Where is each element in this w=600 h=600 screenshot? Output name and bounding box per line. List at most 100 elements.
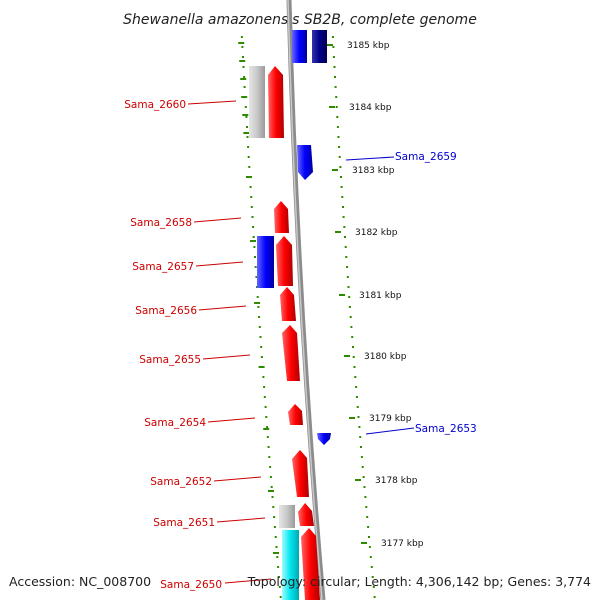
gene-label-sama-2654[interactable]: Sama_2654 <box>144 417 206 429</box>
kbp-tick-label: 3181 kbp <box>359 291 402 301</box>
tick-dot <box>368 536 370 538</box>
tick-dot <box>332 56 335 58</box>
gene-label-sama-2657[interactable]: Sama_2657 <box>132 261 194 273</box>
tick-dot <box>263 396 266 398</box>
tick-dot <box>334 86 337 88</box>
tick-dot <box>246 126 248 128</box>
gene-feature[interactable] <box>297 145 313 180</box>
inner-major-tick <box>254 302 261 304</box>
tick-dot <box>336 116 339 118</box>
kbp-major-tick <box>332 169 338 171</box>
tick-dot <box>362 476 365 478</box>
tick-dot <box>373 596 376 598</box>
tick-dot <box>342 206 344 208</box>
tick-dot <box>334 76 336 78</box>
kbp-tick-label: 3184 kbp <box>349 103 392 113</box>
gene-label-sama-2650[interactable]: Sama_2650 <box>160 579 222 591</box>
gene-feature[interactable] <box>274 201 289 233</box>
tick-dot <box>343 226 346 228</box>
tick-dot <box>355 396 358 398</box>
tick-dot <box>247 156 250 158</box>
tick-dot <box>244 106 247 108</box>
tick-dot <box>279 596 282 598</box>
inner-major-tick <box>263 428 270 430</box>
tick-dot <box>370 566 373 568</box>
tick-dot <box>364 496 367 498</box>
tick-dot <box>257 306 260 308</box>
kbp-tick-label: 3178 kbp <box>375 476 418 486</box>
tick-dot <box>242 66 245 68</box>
kbp-major-tick <box>327 44 333 46</box>
tick-dot <box>243 86 246 88</box>
tick-dot <box>246 136 249 138</box>
gene-feature[interactable] <box>288 404 303 425</box>
tick-dot <box>345 256 348 258</box>
tick-dot <box>251 216 254 218</box>
gene-feature[interactable] <box>312 30 327 63</box>
kbp-major-tick <box>349 417 355 419</box>
kbp-major-tick <box>355 479 361 481</box>
tick-dot <box>240 36 243 38</box>
gene-label-sama-2659[interactable]: Sama_2659 <box>395 151 457 163</box>
gene-label-sama-2655[interactable]: Sama_2655 <box>139 354 201 366</box>
tick-dot <box>247 146 250 148</box>
gene-feature[interactable] <box>298 503 314 526</box>
gene-feature[interactable] <box>282 530 299 600</box>
gene-feature[interactable] <box>301 528 320 600</box>
tick-dot <box>243 76 246 78</box>
gene-feature[interactable] <box>282 325 300 381</box>
tick-dot <box>366 516 369 518</box>
tick-dot <box>250 196 253 198</box>
gene-feature[interactable] <box>268 66 284 138</box>
gene-feature[interactable] <box>249 66 265 138</box>
tick-dot <box>273 526 276 528</box>
tick-dot <box>358 426 361 428</box>
tick-dot <box>348 306 351 308</box>
gene-feature[interactable] <box>292 450 309 497</box>
tick-dot <box>242 56 244 58</box>
kbp-tick-label: 3182 kbp <box>355 228 398 238</box>
tick-dot <box>245 116 248 118</box>
tick-dot <box>254 256 256 258</box>
gene-label-sama-2652[interactable]: Sama_2652 <box>150 476 212 488</box>
tick-dot <box>353 366 356 368</box>
gene-feature[interactable] <box>276 236 293 286</box>
footer-summary: Topology: circular; Length: 4,306,142 bp… <box>247 574 591 589</box>
tick-dot <box>338 146 341 148</box>
gene-label-sama-2658[interactable]: Sama_2658 <box>130 217 192 229</box>
gene-feature[interactable] <box>279 505 295 528</box>
map-title: Shewanella amazonensis SB2B, complete ge… <box>123 12 477 28</box>
tick-ring-group <box>238 36 376 598</box>
tick-dot <box>270 486 273 488</box>
gene-label-sama-2653[interactable]: Sama_2653 <box>415 423 477 435</box>
tick-dot <box>267 446 270 448</box>
inner-major-tick <box>258 366 265 368</box>
genome-backbone <box>286 0 326 600</box>
tick-dot <box>338 156 341 158</box>
gene-feature[interactable] <box>280 287 296 321</box>
gene-feature[interactable] <box>292 30 307 63</box>
gene-label-sama-2656[interactable]: Sama_2656 <box>135 305 197 317</box>
gene-label-sama-2651[interactable]: Sama_2651 <box>153 517 215 529</box>
inner-major-tick <box>243 132 250 134</box>
inner-major-tick <box>238 42 245 44</box>
tick-dot <box>260 356 263 358</box>
gene-feature[interactable] <box>257 236 274 288</box>
tick-dot <box>266 436 269 438</box>
inner-major-tick <box>250 240 256 242</box>
tick-dot <box>278 576 280 578</box>
tick-dot <box>273 516 276 518</box>
tick-dot <box>357 416 360 418</box>
tick-dot <box>351 336 354 338</box>
tick-dot <box>259 336 262 338</box>
tick-dot <box>331 36 334 38</box>
leader-lines <box>187 100 415 584</box>
tick-dot <box>340 176 342 178</box>
tick-dot <box>256 296 259 298</box>
gene-labels-left: Sama_2660 Sama_2658 Sama_2657 Sama_2656 … <box>124 99 222 591</box>
tick-dot <box>346 276 349 278</box>
inner-major-tick <box>239 60 246 62</box>
gene-feature[interactable] <box>317 433 331 445</box>
gene-label-sama-2660[interactable]: Sama_2660 <box>124 99 186 111</box>
tick-dot <box>339 166 342 168</box>
